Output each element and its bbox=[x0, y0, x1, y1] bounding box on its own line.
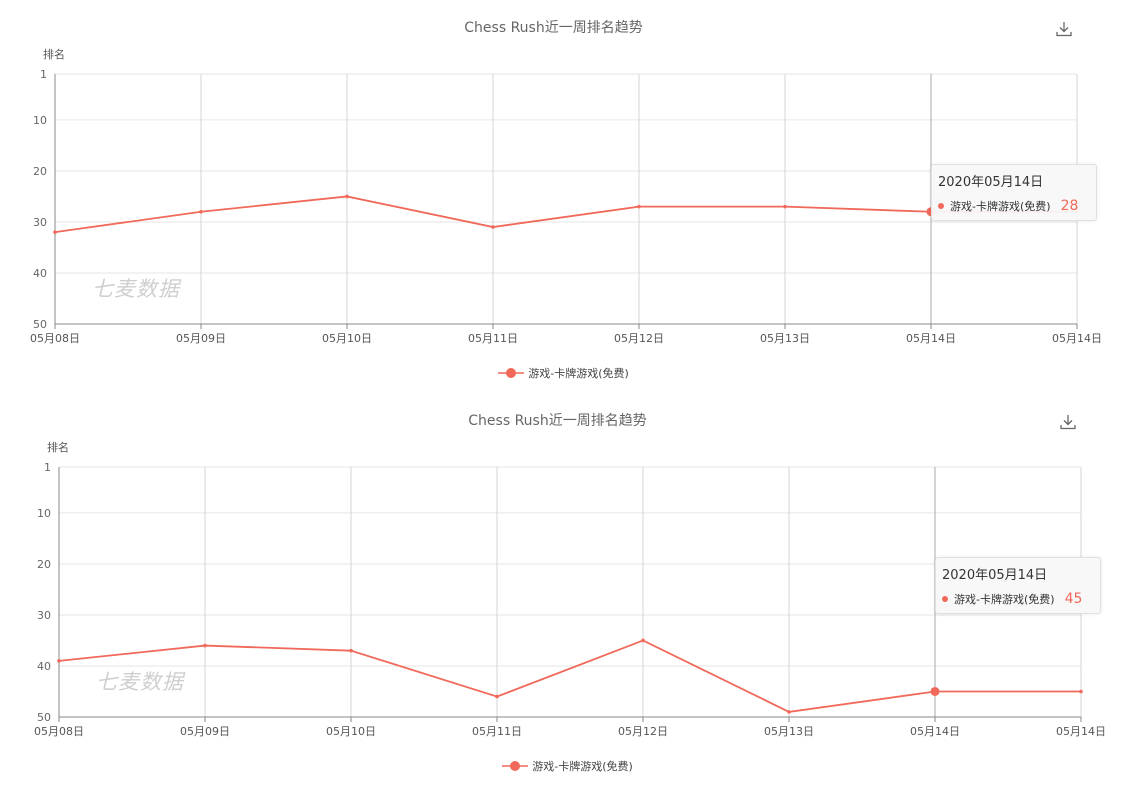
x-tick-label: 05月09日 bbox=[176, 332, 226, 345]
x-tick-label: 05月14日 bbox=[910, 725, 960, 738]
x-tick-label: 05月13日 bbox=[760, 332, 810, 345]
chart-panel-2: Chess Rush近一周排名趋势 排名 1 10 20 30 40 50 05月08日 05… bbox=[0, 393, 1127, 786]
data-point bbox=[53, 230, 57, 234]
x-tick-label: 05月14日 bbox=[1052, 332, 1102, 345]
data-point bbox=[491, 225, 495, 229]
series-line bbox=[58, 639, 1081, 713]
y-tick-label: 10 bbox=[33, 114, 47, 127]
tooltip: 2020年05月14日 游戏-卡牌游戏(免费) 45 bbox=[935, 557, 1101, 614]
x-tick-label: 05月11日 bbox=[472, 725, 522, 738]
data-point bbox=[637, 204, 641, 209]
y-tick-label: 50 bbox=[33, 318, 47, 331]
y-axis-label: 排名 bbox=[43, 48, 65, 61]
legend: 游戏-卡牌游戏(免费) bbox=[0, 365, 1127, 382]
legend-item[interactable]: 游戏-卡牌游戏(免费) bbox=[502, 758, 633, 774]
x-tick-label: 05月08日 bbox=[30, 332, 80, 345]
download-icon[interactable] bbox=[1059, 413, 1077, 431]
data-point bbox=[57, 659, 61, 663]
x-tick-label: 05月08日 bbox=[34, 725, 84, 738]
x-tick-label: 05月12日 bbox=[618, 725, 668, 738]
legend-line-icon bbox=[502, 761, 529, 771]
y-tick-label: 30 bbox=[37, 609, 51, 622]
y-tick-label: 40 bbox=[37, 660, 51, 673]
x-tick-label: 05月14日 bbox=[906, 332, 956, 345]
tooltip-value: 28 bbox=[1060, 198, 1079, 214]
x-tick-label: 05月10日 bbox=[326, 725, 376, 738]
y-tick-label: 20 bbox=[37, 558, 51, 571]
chart-title: Chess Rush近一周排名趋势 bbox=[464, 20, 643, 36]
download-icon[interactable] bbox=[1055, 20, 1073, 38]
tooltip-value: 45 bbox=[1064, 591, 1083, 607]
legend: 游戏-卡牌游戏(免费) bbox=[4, 758, 1127, 775]
legend-label: 游戏-卡牌游戏(免费) bbox=[532, 760, 633, 773]
data-point bbox=[345, 194, 349, 199]
tooltip-series: 游戏-卡牌游戏(免费) bbox=[954, 593, 1055, 606]
tooltip: 2020年05月14日 游戏-卡牌游戏(免费) 28 bbox=[931, 164, 1097, 221]
series-dot-icon bbox=[938, 203, 944, 209]
watermark: 七麦数据 bbox=[96, 670, 184, 694]
y-tick-label: 20 bbox=[33, 165, 47, 178]
tooltip-row: 游戏-卡牌游戏(免费) 45 bbox=[942, 591, 1092, 607]
tooltip-series: 游戏-卡牌游戏(免费) bbox=[950, 200, 1051, 213]
y-tick-label: 40 bbox=[33, 267, 47, 280]
series-line bbox=[54, 195, 1077, 234]
tooltip-date: 2020年05月14日 bbox=[938, 175, 1044, 190]
y-tick-label: 10 bbox=[37, 507, 51, 520]
y-axis-label: 排名 bbox=[47, 441, 69, 454]
data-point bbox=[930, 686, 940, 696]
chart-panel-1: Chess Rush近一周排名趋势 排名 1 10 20 30 40 50 05月08日 05… bbox=[0, 0, 1127, 393]
y-tick-label: 1 bbox=[44, 461, 51, 474]
data-point bbox=[495, 694, 499, 699]
legend-item[interactable]: 游戏-卡牌游戏(免费) bbox=[498, 365, 629, 381]
y-tick-label: 30 bbox=[33, 216, 47, 229]
data-point bbox=[641, 638, 645, 643]
legend-line-icon bbox=[498, 368, 525, 378]
data-point bbox=[349, 648, 353, 653]
data-point bbox=[783, 204, 787, 209]
data-point bbox=[787, 710, 791, 714]
x-tick-label: 05月09日 bbox=[180, 725, 230, 738]
data-point bbox=[1079, 689, 1083, 694]
tooltip-row: 游戏-卡牌游戏(免费) 28 bbox=[938, 198, 1088, 214]
x-tick-label: 05月13日 bbox=[764, 725, 814, 738]
watermark: 七麦数据 bbox=[92, 277, 180, 301]
x-tick-label: 05月11日 bbox=[468, 332, 518, 345]
series-dot-icon bbox=[942, 596, 948, 602]
y-tick-label: 1 bbox=[40, 68, 47, 81]
x-tick-label: 05月14日 bbox=[1056, 725, 1106, 738]
chart-title: Chess Rush近一周排名趋势 bbox=[468, 413, 647, 429]
y-tick-label: 50 bbox=[37, 711, 51, 724]
data-point bbox=[203, 643, 207, 648]
legend-label: 游戏-卡牌游戏(免费) bbox=[528, 367, 629, 380]
x-tick-label: 05月12日 bbox=[614, 332, 664, 345]
data-point bbox=[199, 209, 203, 214]
tooltip-date: 2020年05月14日 bbox=[942, 568, 1048, 583]
x-tick-label: 05月10日 bbox=[322, 332, 372, 345]
